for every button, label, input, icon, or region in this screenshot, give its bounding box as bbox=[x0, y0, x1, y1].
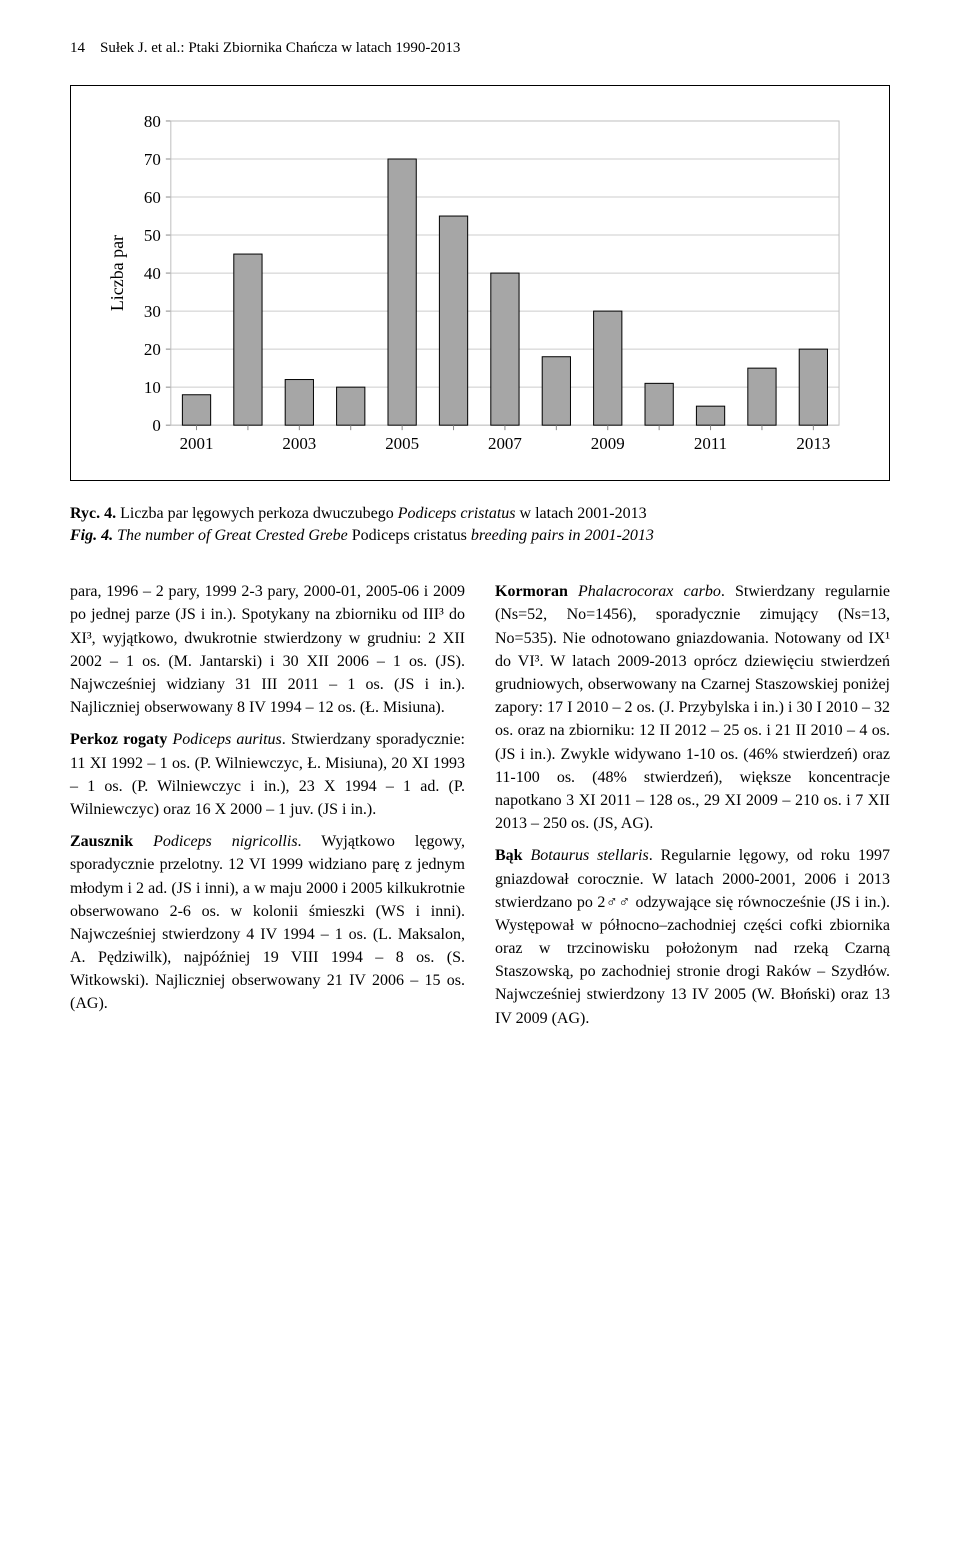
caption-line-en: Fig. 4. The number of Great Crested Greb… bbox=[70, 525, 890, 547]
figure-caption: Ryc. 4. Liczba par lęgowych perkoza dwuc… bbox=[70, 503, 890, 546]
svg-text:2005: 2005 bbox=[385, 434, 419, 453]
left-column: para, 1996 – 2 pary, 1999 2-3 pary, 2000… bbox=[70, 580, 465, 1039]
svg-text:2011: 2011 bbox=[694, 434, 727, 453]
svg-text:2009: 2009 bbox=[591, 434, 625, 453]
body-columns: para, 1996 – 2 pary, 1999 2-3 pary, 2000… bbox=[70, 580, 890, 1039]
right-column: Kormoran Phalacrocorax carbo. Stwierdzan… bbox=[495, 580, 890, 1039]
para-zausznik: Zausznik Podiceps nigricollis. Wyjątkowo… bbox=[70, 830, 465, 1016]
svg-text:20: 20 bbox=[144, 340, 161, 359]
page-header: 14 Sułek J. et al.: Ptaki Zbiornika Chań… bbox=[70, 40, 890, 57]
svg-text:60: 60 bbox=[144, 188, 161, 207]
caption-label-en: Fig. 4. bbox=[70, 527, 113, 544]
para-perkoz-rogaty: Perkoz rogaty Podiceps auritus. Stwierdz… bbox=[70, 728, 465, 821]
svg-text:80: 80 bbox=[144, 112, 161, 131]
svg-text:Liczba par: Liczba par bbox=[107, 235, 127, 311]
caption-line-pl: Ryc. 4. Liczba par lęgowych perkoza dwuc… bbox=[70, 503, 890, 525]
page-number: 14 bbox=[70, 40, 100, 57]
svg-text:2001: 2001 bbox=[180, 434, 214, 453]
chart-container: 0 10 20 30 40 50 60 70 80 2001 2003 2005 2007 2009 201… bbox=[70, 85, 890, 481]
para-continuation: para, 1996 – 2 pary, 1999 2-3 pary, 2000… bbox=[70, 580, 465, 719]
running-head: Sułek J. et al.: Ptaki Zbiornika Chańcza… bbox=[100, 40, 890, 57]
para-bak: Bąk Botaurus stellaris. Regularnie lęgow… bbox=[495, 844, 890, 1030]
svg-text:2013: 2013 bbox=[796, 434, 830, 453]
svg-text:0: 0 bbox=[152, 416, 160, 435]
svg-text:70: 70 bbox=[144, 150, 161, 169]
svg-text:30: 30 bbox=[144, 302, 161, 321]
caption-label-pl: Ryc. 4. bbox=[70, 505, 116, 522]
bar-chart: 0 10 20 30 40 50 60 70 80 2001 2003 2005 2007 2009 201… bbox=[101, 111, 859, 460]
svg-text:2003: 2003 bbox=[282, 434, 316, 453]
svg-text:40: 40 bbox=[144, 264, 161, 283]
para-kormoran: Kormoran Phalacrocorax carbo. Stwierdzan… bbox=[495, 580, 890, 835]
svg-text:50: 50 bbox=[144, 226, 161, 245]
svg-text:2007: 2007 bbox=[488, 434, 522, 453]
svg-text:10: 10 bbox=[144, 378, 161, 397]
